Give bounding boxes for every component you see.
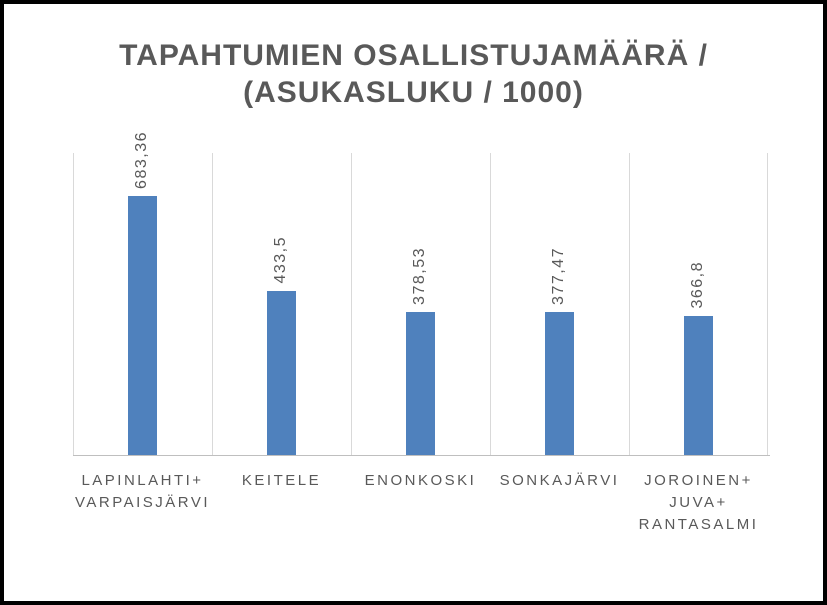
category-label-3: SONKAJÄRVI	[490, 470, 629, 492]
chart-title-line-1: TAPAHTUMIEN OSALLISTUJAMÄÄRÄ /	[119, 39, 708, 72]
bar-1	[267, 291, 296, 455]
plot-area: 683,36 433,5 378,53 377,47 366,8	[73, 131, 770, 456]
category-label-line: SONKAJÄRVI	[499, 472, 620, 489]
value-label-1: 433,5	[272, 236, 289, 284]
category-label-1: KEITELE	[212, 470, 351, 492]
category-label-line: JOROINEN+	[644, 472, 753, 489]
gridline	[767, 153, 768, 456]
bar-2	[406, 312, 435, 455]
chart-title: TAPAHTUMIEN OSALLISTUJAMÄÄRÄ / (ASUKASLU…	[4, 37, 823, 111]
category-label-4: JOROINEN+ JUVA+ RANTASALMI	[629, 470, 768, 536]
category-label-0: LAPINLAHTI+ VARPAISJÄRVI	[73, 470, 212, 514]
bar-4	[684, 316, 713, 455]
category-label-2: ENONKOSKI	[351, 470, 490, 492]
gridline	[73, 153, 74, 456]
value-label-2: 378,53	[411, 247, 428, 305]
gridline	[212, 153, 213, 456]
category-label-line: LAPINLAHTI+	[81, 472, 204, 489]
x-axis-line	[73, 455, 770, 456]
bar-3	[545, 312, 574, 455]
value-label-3: 377,47	[550, 247, 567, 305]
value-label-4: 366,8	[689, 261, 706, 309]
category-label-line: VARPAISJÄRVI	[74, 494, 211, 511]
category-label-line: JUVA+	[669, 494, 728, 511]
value-label-0: 683,36	[133, 131, 150, 189]
gridline	[629, 153, 630, 456]
gridline	[351, 153, 352, 456]
bar-0	[128, 196, 157, 455]
category-label-line: ENONKOSKI	[364, 472, 477, 489]
category-label-line: RANTASALMI	[638, 516, 759, 533]
chart-title-line-2: (ASUKASLUKU / 1000)	[243, 76, 584, 109]
chart-canvas: TAPAHTUMIEN OSALLISTUJAMÄÄRÄ / (ASUKASLU…	[4, 4, 823, 601]
category-label-line: KEITELE	[241, 472, 322, 489]
gridline	[490, 153, 491, 456]
